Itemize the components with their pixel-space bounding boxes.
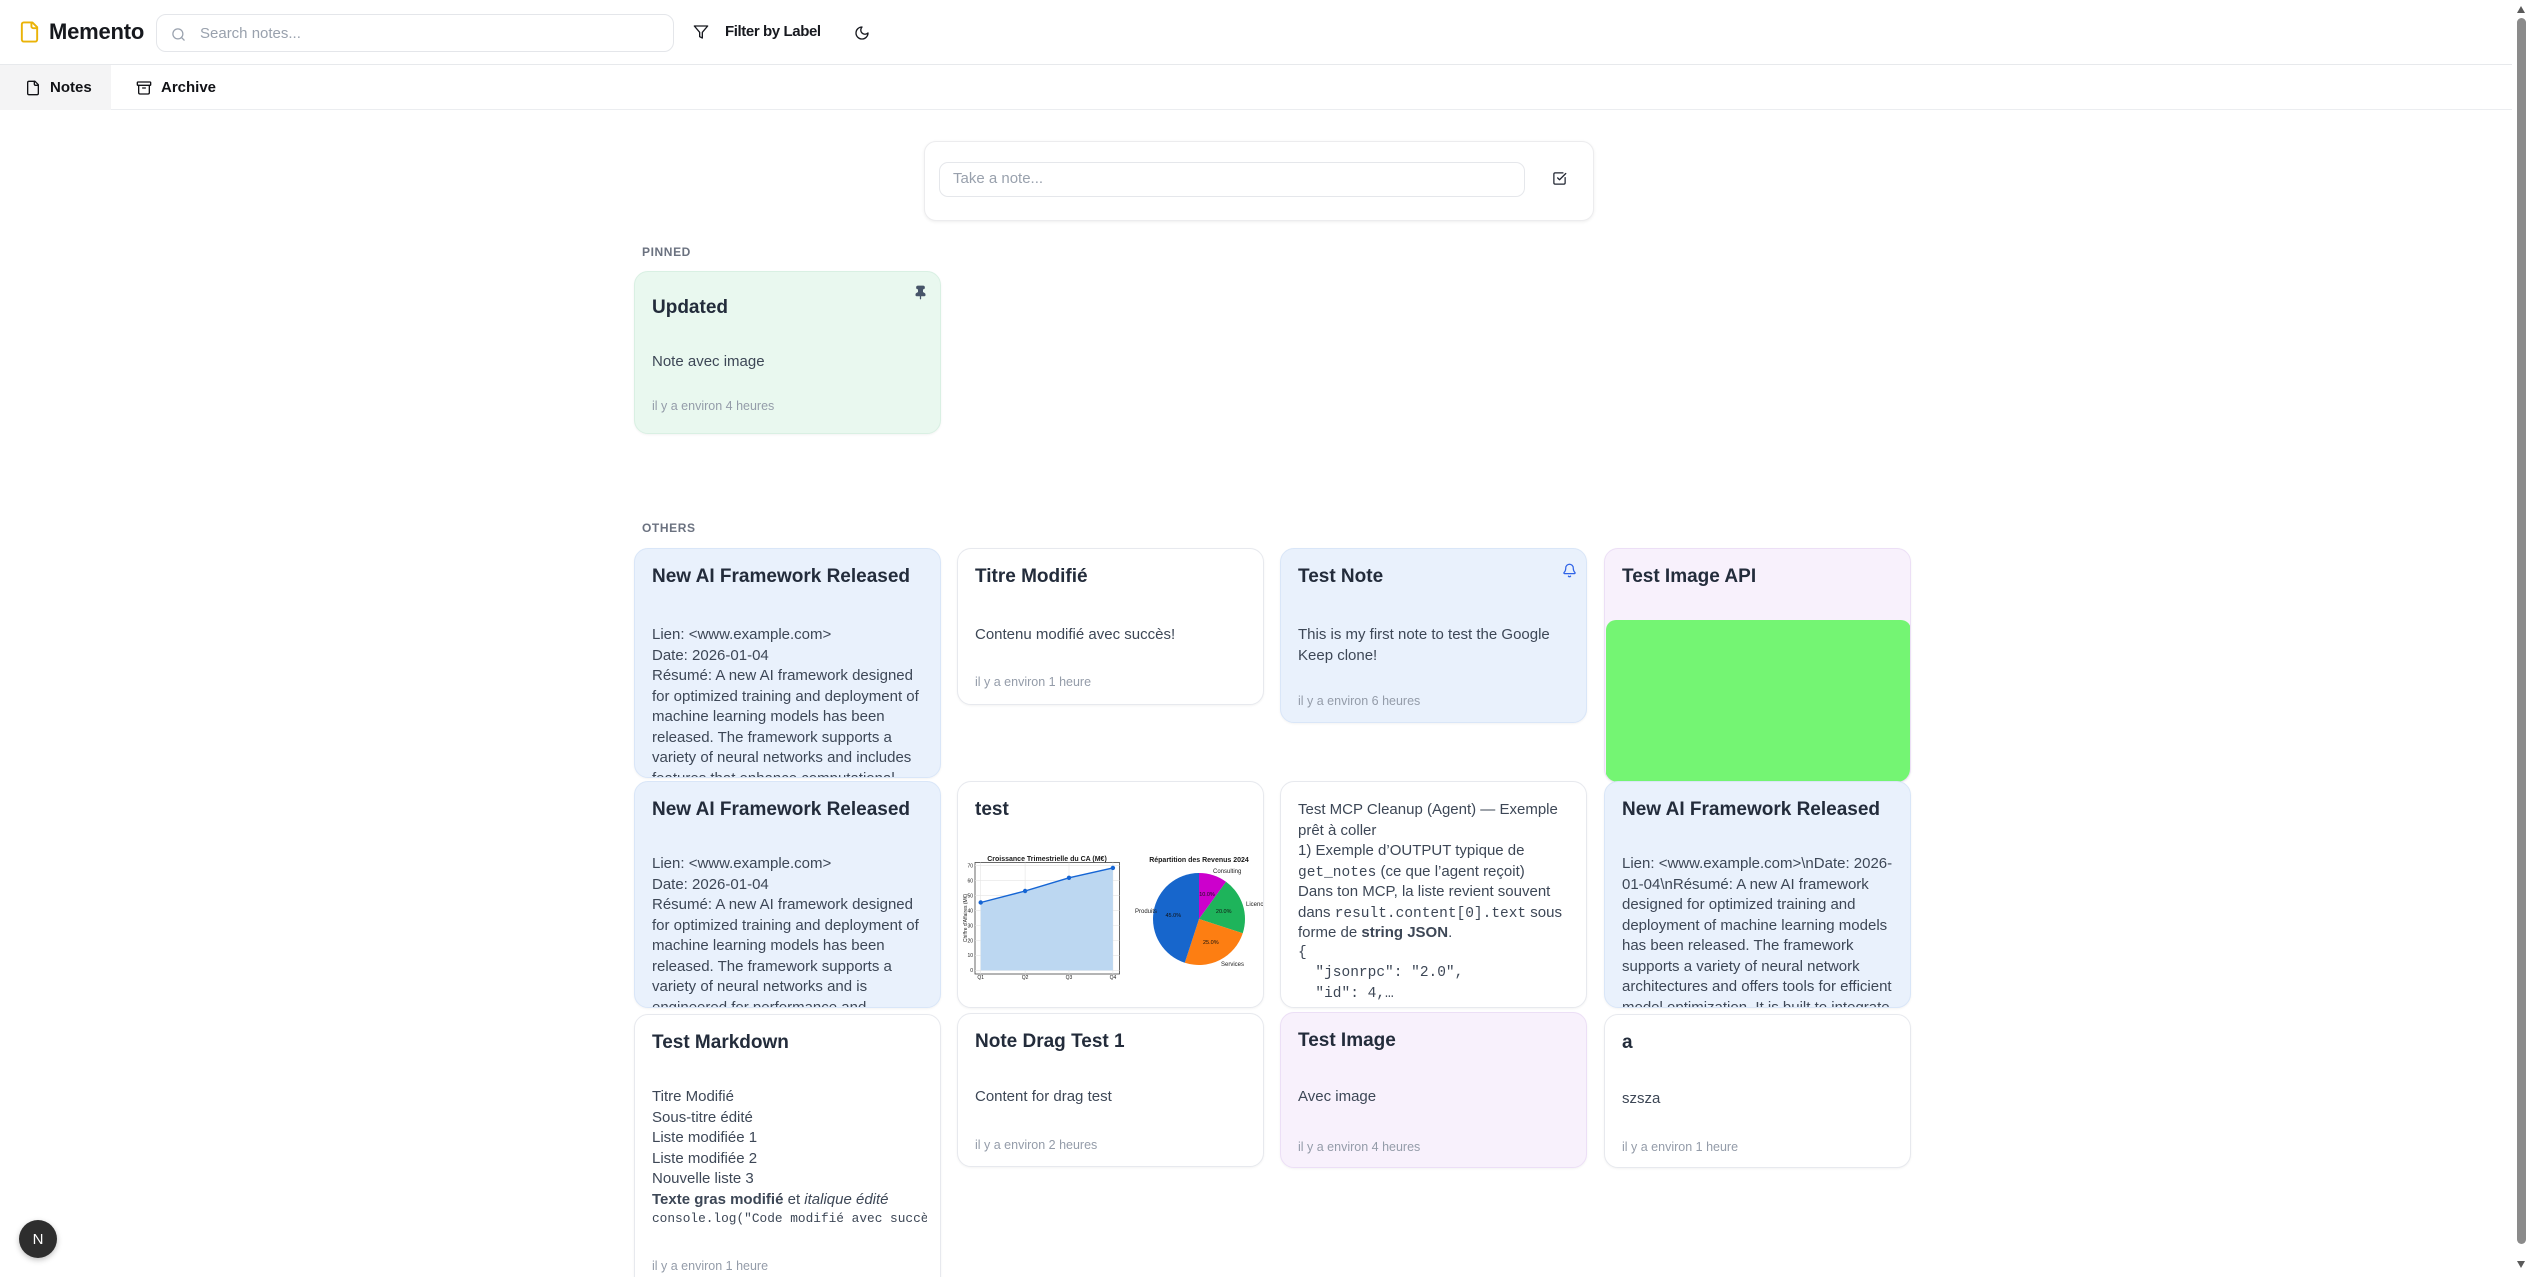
svg-text:Répartition des Revenus 2024: Répartition des Revenus 2024 bbox=[1149, 857, 1249, 864]
svg-text:70: 70 bbox=[967, 864, 973, 870]
svg-text:20: 20 bbox=[967, 938, 973, 944]
svg-text:50: 50 bbox=[967, 893, 973, 899]
svg-text:Chiffre d'Affaires (M€): Chiffre d'Affaires (M€) bbox=[963, 894, 969, 943]
svg-text:10.0%: 10.0% bbox=[1199, 892, 1215, 898]
svg-text:60: 60 bbox=[967, 879, 973, 885]
svg-text:40: 40 bbox=[967, 908, 973, 914]
svg-text:10: 10 bbox=[967, 953, 973, 959]
svg-text:30: 30 bbox=[967, 923, 973, 929]
svg-text:20.0%: 20.0% bbox=[1216, 909, 1232, 915]
svg-text:Q4: Q4 bbox=[1110, 975, 1117, 980]
svg-text:0: 0 bbox=[970, 968, 973, 974]
svg-text:25.0%: 25.0% bbox=[1203, 940, 1219, 946]
svg-text:Produits: Produits bbox=[1135, 909, 1157, 915]
svg-text:Croissance Trimestrielle du CA: Croissance Trimestrielle du CA (M€) bbox=[987, 856, 1107, 863]
svg-text:Q3: Q3 bbox=[1066, 975, 1073, 980]
svg-text:45.0%: 45.0% bbox=[1165, 913, 1181, 919]
svg-text:Q2: Q2 bbox=[1022, 975, 1029, 980]
svg-text:Licences: Licences bbox=[1246, 902, 1264, 908]
svg-text:Services: Services bbox=[1221, 962, 1244, 968]
svg-text:Consulting: Consulting bbox=[1213, 869, 1241, 875]
svg-text:Q1: Q1 bbox=[977, 975, 984, 980]
